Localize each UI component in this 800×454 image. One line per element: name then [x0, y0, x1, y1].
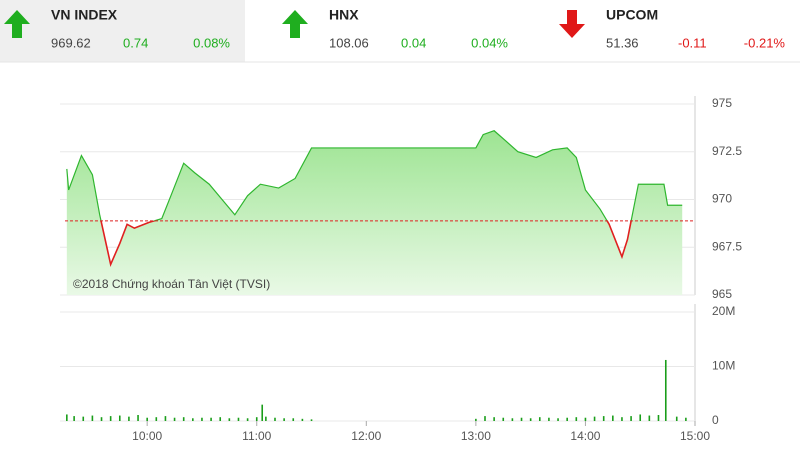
index-percent: 0.04% — [471, 35, 508, 50]
volume-bar — [484, 416, 486, 421]
volume-bar — [301, 418, 304, 421]
volume-bar — [493, 417, 495, 421]
volume-bar — [192, 418, 194, 421]
index-name: HNX — [329, 7, 359, 23]
y-tick-label: 967.5 — [712, 239, 742, 253]
volume-bar — [210, 417, 212, 421]
volume-bar — [109, 416, 112, 421]
volume-bar — [664, 359, 667, 421]
volume-bar — [91, 415, 94, 421]
arrow-up — [4, 10, 30, 38]
volume-bar — [137, 415, 139, 421]
volume-bar — [475, 418, 477, 421]
volume-bar — [511, 418, 514, 421]
volume-bar — [246, 418, 249, 421]
index-change: 0.04 — [401, 35, 426, 50]
volume-bar — [685, 417, 687, 421]
volume-bar — [255, 417, 258, 421]
y-tick-label: 10M — [712, 359, 735, 373]
volume-bar — [283, 418, 285, 421]
index-name: VN INDEX — [51, 7, 118, 23]
index-change: 0.74 — [123, 35, 148, 50]
volume-bar — [538, 417, 541, 421]
watermark: ©2018 Chứng khoán Tân Việt (TVSI) — [73, 277, 270, 291]
y-tick-label: 20M — [712, 304, 735, 318]
arrow-down — [559, 10, 585, 38]
area-fill — [66, 130, 683, 295]
volume-bar — [82, 416, 85, 421]
volume-bar — [621, 417, 623, 421]
y-tick-label: 0 — [712, 413, 719, 427]
volume-bar — [310, 419, 313, 421]
y-tick-label: 965 — [712, 287, 732, 301]
volume-bar — [182, 417, 185, 421]
volume-bar — [557, 418, 559, 421]
index-value: 108.06 — [329, 35, 369, 50]
volume-bar — [274, 417, 276, 421]
volume-bar — [128, 416, 130, 421]
volume-bar — [566, 417, 568, 421]
index-change: -0.11 — [678, 35, 707, 50]
x-tick-label: 12:00 — [351, 429, 381, 443]
x-tick-label: 10:00 — [132, 429, 162, 443]
volume-bar — [630, 416, 632, 421]
x-tick-label: 14:00 — [570, 429, 600, 443]
volume-bar — [201, 417, 203, 421]
volume-bar — [602, 416, 605, 421]
y-tick-label: 975 — [712, 96, 732, 110]
volume-bar — [237, 417, 240, 421]
volume-bar — [228, 418, 231, 421]
volume-bar — [548, 417, 550, 421]
volume-bar — [100, 417, 103, 421]
volume-bar — [675, 416, 678, 421]
index-value: 51.36 — [606, 35, 639, 50]
index-percent: -0.21% — [744, 35, 786, 50]
volume-bar — [520, 417, 523, 421]
volume-bar — [146, 417, 148, 421]
volume-bar — [118, 415, 121, 421]
x-tick-label: 11:00 — [242, 429, 271, 443]
volume-bar — [612, 415, 614, 421]
volume-bar — [575, 417, 578, 421]
y-tick-label: 972.5 — [712, 144, 742, 158]
volume-bar — [265, 416, 267, 421]
price-line-below — [100, 220, 632, 268]
volume-bar — [292, 418, 295, 421]
volume-bar — [164, 416, 167, 421]
price-line — [66, 130, 683, 221]
volume-bar — [639, 414, 642, 421]
index-name: UPCOM — [606, 7, 658, 23]
volume-bar — [657, 415, 660, 421]
volume-bar — [529, 418, 532, 421]
index-tile-bg — [0, 0, 245, 62]
volume-bar — [593, 416, 596, 421]
volume-bar — [648, 415, 651, 421]
y-tick-label: 970 — [712, 192, 732, 206]
volume-bar — [584, 417, 587, 421]
volume-bar — [155, 417, 158, 421]
volume-bar — [261, 404, 264, 421]
volume-bar — [173, 417, 176, 421]
x-tick-label: 13:00 — [461, 429, 491, 443]
index-value: 969.62 — [51, 35, 91, 50]
volume-bar — [73, 416, 75, 421]
volume-bar — [502, 417, 505, 421]
index-percent: 0.08% — [193, 35, 230, 50]
volume-bar — [219, 417, 222, 421]
volume-bar — [66, 414, 68, 421]
x-tick-label: 15:00 — [680, 429, 710, 443]
arrow-up — [282, 10, 308, 38]
